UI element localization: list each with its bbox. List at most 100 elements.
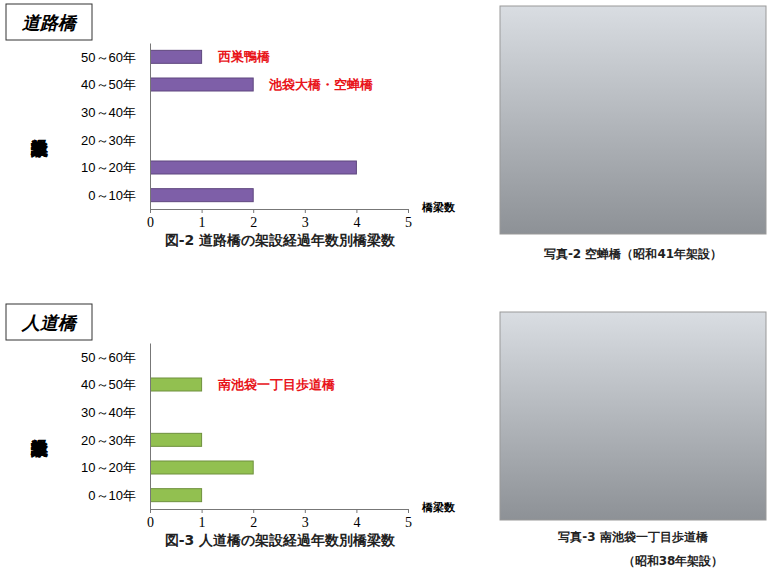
bars [150,50,356,201]
y-tick-label: 20～30年 [81,432,136,447]
x-tick: 3 [302,509,309,530]
y-tick: 40～50年 [81,377,150,392]
photo [500,6,766,234]
annotation: 池袋大橋・空蝉橋 [268,77,374,92]
x-tick: 2 [250,509,257,530]
photo-caption: （昭和38年架設） [623,554,724,568]
x-tick-label: 1 [199,515,206,530]
annotation: 南池袋一丁目歩道橋 [217,377,336,392]
y-tick: 30～40年 [81,105,150,120]
y-tick-label: 10～20年 [81,160,136,175]
annotation: 西巣鴨橋 [217,49,271,64]
y-tick-label: 50～60年 [81,49,136,64]
y-axis: 50～60年 40～50年 30～40年 20～30年 10～20年 0～10年 [81,344,150,510]
y-tick: 40～50年 [81,77,150,92]
bars [150,378,253,502]
x-tick: 0 [147,209,154,230]
chart-panel: 道路橋 0 1 2 3 4 5 50～60年 40～50年 30～40年 20～30年 10～20年 0… [6,4,766,261]
x-tick: 1 [199,509,206,530]
y-tick-label: 0～10年 [88,188,136,203]
y-tick: 10～20年 [81,460,150,475]
bar [150,50,202,63]
y-tick: 20～30年 [81,432,150,447]
y-tick-label: 40～50年 [81,77,136,92]
x-tick-mark [356,509,357,513]
x-tick-label: 0 [147,515,154,530]
y-tick: 0～10年 [88,488,150,503]
y-tick: 50～60年 [81,49,150,64]
x-tick-mark [408,209,409,213]
bar [150,161,356,174]
y-tick-label: 20～30年 [81,132,136,147]
bar [150,378,202,391]
x-tick-mark [202,209,203,213]
x-tick-mark [150,509,151,513]
photo-caption: 写真-2 空蝉橋（昭和41年架設） [544,247,722,261]
y-axis-line [150,44,151,210]
x-tick-label: 4 [353,515,360,530]
x-tick-mark [150,209,151,213]
y-tick: 0～10年 [88,188,150,203]
photo [500,312,766,520]
y-axis-line [150,344,151,510]
x-tick-label: 1 [199,215,206,230]
x-tick: 4 [353,209,360,230]
y-axis-title: 架設経過年数 [30,439,49,458]
x-tick-mark [305,209,306,213]
bar [150,461,253,474]
x-tick: 5 [405,209,412,230]
chart-panel: 人道橋 0 1 2 3 4 5 50～60年 40～50年 30～40年 20～30年 10～20年 0… [6,304,766,568]
x-tick-label: 2 [250,215,257,230]
x-tick-mark [253,209,254,213]
x-tick: 4 [353,509,360,530]
x-tick-label: 4 [353,215,360,230]
section-label-text: 人道橋 [21,312,78,333]
x-tick-label: 3 [302,215,309,230]
x-tick: 5 [405,509,412,530]
x-tick-mark [356,209,357,213]
x-tick: 1 [199,209,206,230]
x-tick-label: 5 [405,515,412,530]
x-tick-label: 3 [302,515,309,530]
x-tick-label: 0 [147,215,154,230]
bar [150,189,253,202]
y-tick: 10～20年 [81,160,150,175]
bar [150,78,253,91]
y-tick: 20～30年 [81,132,150,147]
x-axis: 0 1 2 3 4 5 [147,209,412,230]
x-tick: 0 [147,509,154,530]
y-tick-label: 30～40年 [81,405,136,420]
x-tick: 2 [250,209,257,230]
bar [150,433,202,446]
bar [150,489,202,502]
x-axis-title: 橋梁数 [421,501,456,514]
section-label-box [6,304,92,340]
y-axis-title: 架設経過年数 [30,139,49,158]
x-axis-title: 橋梁数 [421,201,456,214]
y-tick: 50～60年 [81,349,150,364]
photo-caption: 写真-3 南池袋一丁目歩道橋 [558,530,709,544]
x-tick-label: 2 [250,515,257,530]
chart-title: 図-2 道路橋の架設経過年数別橋梁数 [165,232,396,248]
x-tick-mark [305,509,306,513]
y-tick-label: 50～60年 [81,349,136,364]
section-label-text: 道路橋 [22,12,78,33]
section-label: 人道橋 [6,304,92,340]
y-tick-label: 30～40年 [81,105,136,120]
y-axis: 50～60年 40～50年 30～40年 20～30年 10～20年 0～10年 [81,44,150,210]
x-tick-mark [253,509,254,513]
x-axis-line [151,510,409,514]
y-tick: 30～40年 [81,405,150,420]
x-tick-mark [408,509,409,513]
x-axis-line [151,210,409,214]
y-tick-label: 40～50年 [81,377,136,392]
x-tick: 3 [302,209,309,230]
x-tick-label: 5 [405,215,412,230]
chart-title: 図-3 人道橋の架設経過年数別橋梁数 [165,532,396,548]
y-tick-label: 0～10年 [88,488,136,503]
section-label-box [6,4,92,40]
y-tick-label: 10～20年 [81,460,136,475]
section-label: 道路橋 [6,4,92,40]
x-tick-mark [202,509,203,513]
x-axis: 0 1 2 3 4 5 [147,509,412,530]
